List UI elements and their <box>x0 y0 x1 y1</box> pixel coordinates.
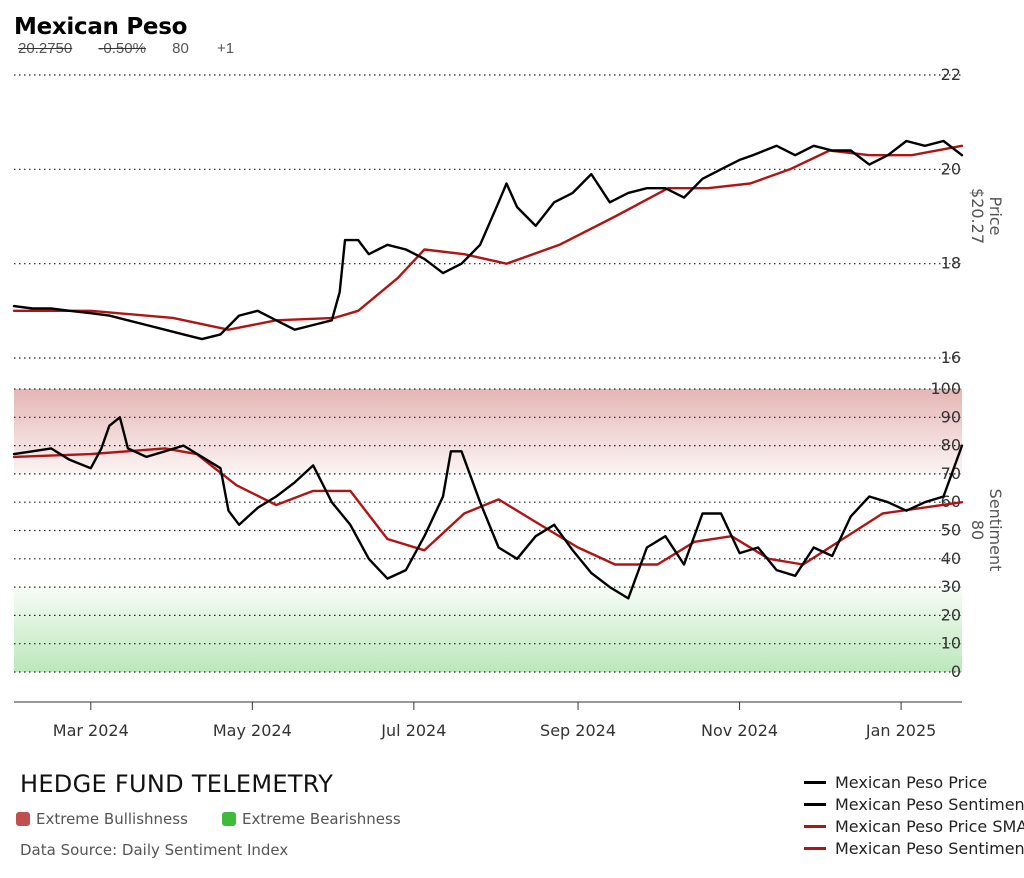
price-tick-label: 22 <box>941 65 961 84</box>
header-stats: 20.2750 -0.50% 80 +1 <box>18 40 256 57</box>
price-tick-label: 20 <box>941 159 961 178</box>
sentiment-tick-label: 90 <box>941 407 961 426</box>
sentiment-tick-label: 40 <box>941 549 961 568</box>
x-tick-label: Sep 2024 <box>540 721 616 740</box>
zone-swatch-bullish <box>16 812 30 826</box>
legend-swatch <box>804 846 826 850</box>
header-sentiment-change: +1 <box>216 40 235 57</box>
chart-title: Mexican Peso <box>14 14 188 40</box>
legend-swatch <box>804 780 826 784</box>
legend-label: Mexican Peso Sentiment <box>835 794 1024 814</box>
legend-item-price[interactable]: Mexican Peso Price <box>804 771 1024 793</box>
sentiment-tick-label: 0 <box>951 662 961 681</box>
price-axis-label-value: $20.27 <box>968 188 987 244</box>
sentiment-axis-label-value: 80 <box>968 520 987 540</box>
header-change: -0.50% <box>98 40 146 57</box>
sentiment-tick-label: 20 <box>941 605 961 624</box>
x-tick-label: Jul 2024 <box>380 721 446 740</box>
sentiment-axis-label-title: Sentiment <box>986 489 1005 572</box>
legend-swatch <box>804 802 826 806</box>
price-tick-label: 16 <box>941 348 961 367</box>
legend-item-price-sma[interactable]: Mexican Peso Price SMA <box>804 815 1024 837</box>
zone-extreme-bullishness <box>14 389 962 474</box>
brand-title: HEDGE FUND TELEMETRY <box>20 770 334 798</box>
zone-swatch-bearish <box>222 812 236 826</box>
sentiment-tick-label: 50 <box>941 521 961 540</box>
zone-label-bullish: Extreme Bullishness <box>36 810 188 828</box>
legend-label: Mexican Peso Price SMA <box>835 816 1024 836</box>
zone-key-bullish: Extreme Bullishness <box>16 810 188 828</box>
sentiment-tick-label: 10 <box>941 634 961 653</box>
sentiment-tick-label: 60 <box>941 492 961 511</box>
price-axis-label: Price$20.27 <box>968 188 1005 244</box>
price-axis-label-title: Price <box>986 196 1005 235</box>
price-tick-label: 18 <box>941 254 961 273</box>
series-price <box>12 139 964 341</box>
legend-label: Mexican Peso Price <box>835 772 988 792</box>
data-source: Data Source: Daily Sentiment Index <box>20 841 289 859</box>
x-tick-label: May 2024 <box>213 721 292 740</box>
zone-extreme-bearishness <box>14 587 962 672</box>
sentiment-tick-label: 100 <box>930 379 961 398</box>
sentiment-tick-label: 30 <box>941 577 961 596</box>
legend-swatch <box>804 824 826 828</box>
x-tick-label: Nov 2024 <box>701 721 778 740</box>
legend-item-sentiment[interactable]: Mexican Peso Sentiment <box>804 793 1024 815</box>
x-tick-label: Jan 2025 <box>865 721 936 740</box>
zone-label-bearish: Extreme Bearishness <box>242 810 401 828</box>
legend: Mexican Peso Price Mexican Peso Sentimen… <box>804 771 1024 859</box>
sentiment-tick-label: 80 <box>941 436 961 455</box>
zone-key-bearish: Extreme Bearishness <box>222 810 401 828</box>
series-sentiment-sma <box>12 447 964 566</box>
header-sentiment: 80 <box>172 40 189 57</box>
series-sentiment <box>12 416 964 600</box>
series-price-sma <box>12 144 964 331</box>
legend-label: Mexican Peso Sentiment SMA <box>835 838 1024 858</box>
legend-item-sentiment-sma[interactable]: Mexican Peso Sentiment SMA <box>804 837 1024 859</box>
header-price: 20.2750 <box>18 40 73 57</box>
x-tick-label: Mar 2024 <box>53 721 129 740</box>
chart-canvas: 161820220102030405060708090100Price$20.2… <box>12 65 1005 740</box>
